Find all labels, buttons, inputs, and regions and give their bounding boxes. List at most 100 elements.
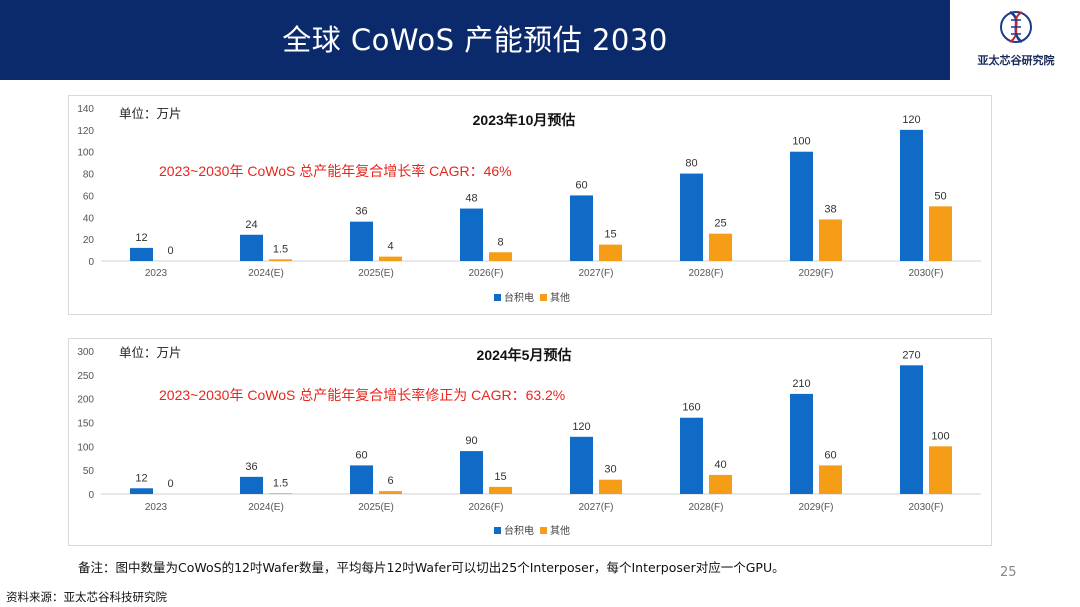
legend-swatch-others (540, 294, 547, 301)
x-tick-label: 2028(F) (688, 268, 723, 279)
bar-others (269, 259, 292, 261)
unit-label: 单位：万片 (119, 345, 182, 360)
logo: 亚太芯谷研究院 (952, 0, 1080, 80)
bar-others (269, 493, 292, 494)
x-tick-label: 2029(F) (798, 502, 833, 513)
data-label: 60 (575, 179, 587, 191)
data-label: 8 (497, 236, 503, 248)
bar-tsmc (680, 417, 703, 494)
x-tick-label: 2027(F) (578, 268, 613, 279)
bar-others (709, 233, 732, 261)
data-label: 100 (931, 430, 949, 442)
page-title: 全球 CoWoS 产能预估 2030 (282, 23, 668, 57)
x-tick-label: 2024(E) (248, 268, 284, 279)
x-tick-label: 2025(E) (358, 502, 394, 513)
legend-label-tsmc: 台积电 (504, 291, 534, 304)
data-label: 0 (167, 478, 173, 490)
data-label: 12 (135, 472, 147, 484)
bar-tsmc (900, 129, 923, 261)
footnote: 备注：图中数量为CoWoS的12吋Wafer数量，平均每片12吋Wafer可以切… (78, 560, 785, 575)
bar-others (379, 256, 402, 261)
x-tick-label: 2024(E) (248, 502, 284, 513)
bar-tsmc (130, 247, 153, 261)
bar-tsmc (460, 208, 483, 261)
bar-others (599, 244, 622, 261)
chart-title: 2024年5月预估 (477, 347, 572, 363)
y-tick-label: 0 (88, 490, 94, 501)
bar-others (489, 252, 512, 261)
bar-tsmc (900, 365, 923, 494)
y-tick-label: 60 (83, 191, 95, 202)
data-label: 120 (902, 114, 920, 126)
y-tick-label: 120 (77, 126, 94, 137)
data-label: 4 (387, 241, 393, 253)
data-label: 160 (682, 402, 700, 414)
data-label: 36 (245, 461, 257, 473)
legend-label-tsmc: 台积电 (504, 524, 534, 537)
data-label: 50 (934, 190, 946, 202)
bar-others (819, 465, 842, 494)
legend-swatch-tsmc (494, 294, 501, 301)
legend-swatch-others (540, 527, 547, 534)
logo-text: 亚太芯谷研究院 (977, 54, 1055, 67)
data-label: 1.5 (273, 243, 288, 255)
x-tick-label: 2028(F) (688, 502, 723, 513)
x-tick-label: 2030(F) (908, 502, 943, 513)
legend-label-others: 其他 (550, 291, 570, 304)
x-tick-label: 2030(F) (908, 268, 943, 279)
bar-tsmc (350, 221, 373, 261)
data-label: 90 (465, 435, 477, 447)
bar-tsmc (350, 465, 373, 494)
y-tick-label: 300 (77, 347, 94, 358)
data-label: 60 (824, 449, 836, 461)
y-tick-label: 50 (83, 466, 95, 477)
bar-tsmc (790, 393, 813, 494)
x-tick-label: 2026(F) (468, 268, 503, 279)
bar-tsmc (130, 488, 153, 494)
data-label: 1.5 (273, 477, 288, 489)
bar-tsmc (570, 436, 593, 494)
page-number: 25 (1000, 565, 1017, 580)
bar-tsmc (240, 234, 263, 261)
cagr-annotation: 2023~2030年 CoWoS 总产能年复合增长率修正为 CAGR：63.2% (159, 387, 565, 403)
bar-others (929, 206, 952, 261)
data-label: 24 (245, 219, 257, 231)
data-label: 25 (714, 218, 726, 230)
y-tick-label: 80 (83, 170, 95, 181)
x-tick-label: 2027(F) (578, 502, 613, 513)
chart-title: 2023年10月预估 (473, 112, 576, 128)
y-tick-label: 40 (83, 213, 95, 224)
bar-others (929, 446, 952, 494)
bar-tsmc (790, 151, 813, 261)
data-label: 210 (792, 378, 810, 390)
y-tick-label: 0 (88, 257, 94, 268)
bar-tsmc (240, 476, 263, 494)
x-tick-label: 2029(F) (798, 268, 833, 279)
bar-tsmc (570, 195, 593, 261)
data-label: 30 (604, 464, 616, 476)
y-tick-label: 100 (77, 148, 94, 159)
bar-others (819, 219, 842, 261)
cagr-annotation: 2023~2030年 CoWoS 总产能年复合增长率 CAGR：46% (159, 163, 512, 179)
bar-others (599, 479, 622, 494)
bar-tsmc (460, 451, 483, 494)
x-tick-label: 2025(E) (358, 268, 394, 279)
y-tick-label: 20 (83, 235, 95, 246)
bar-others (489, 486, 512, 494)
data-label: 80 (685, 158, 697, 170)
y-tick-label: 200 (77, 395, 94, 406)
chart-panel-oct-2023: 0 20 40 60 80 100 120 140 2023年10月预估 单位：万片 2023~20… (68, 95, 992, 315)
y-tick-label: 250 (77, 371, 94, 382)
data-label: 36 (355, 206, 367, 218)
data-label: 38 (824, 203, 836, 215)
data-label: 270 (902, 349, 920, 361)
data-label: 15 (604, 229, 616, 241)
data-label: 48 (465, 193, 477, 205)
chart-panel-may-2024: 0 50 100 150 200 250 300 2024年5月预估 单位：万片 2023~203… (68, 338, 992, 546)
source-text: 资料来源：亚太芯谷科技研究院 (6, 590, 167, 604)
y-tick-label: 100 (77, 442, 94, 453)
legend-swatch-tsmc (494, 527, 501, 534)
data-label: 60 (355, 449, 367, 461)
x-tick-label: 2023 (145, 268, 168, 279)
